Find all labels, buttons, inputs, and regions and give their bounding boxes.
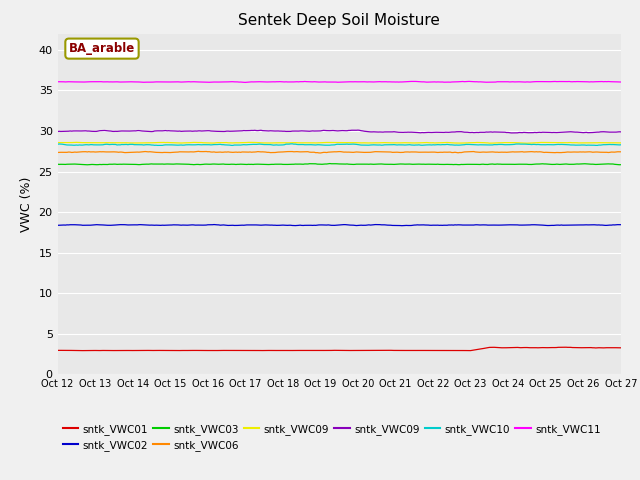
Title: Sentek Deep Soil Moisture: Sentek Deep Soil Moisture	[238, 13, 440, 28]
Text: BA_arable: BA_arable	[69, 42, 135, 55]
Y-axis label: VWC (%): VWC (%)	[20, 176, 33, 232]
Legend: sntk_VWC01, sntk_VWC02, sntk_VWC03, sntk_VWC06, sntk_VWC09, sntk_VWC09, sntk_VWC: sntk_VWC01, sntk_VWC02, sntk_VWC03, sntk…	[63, 424, 601, 451]
